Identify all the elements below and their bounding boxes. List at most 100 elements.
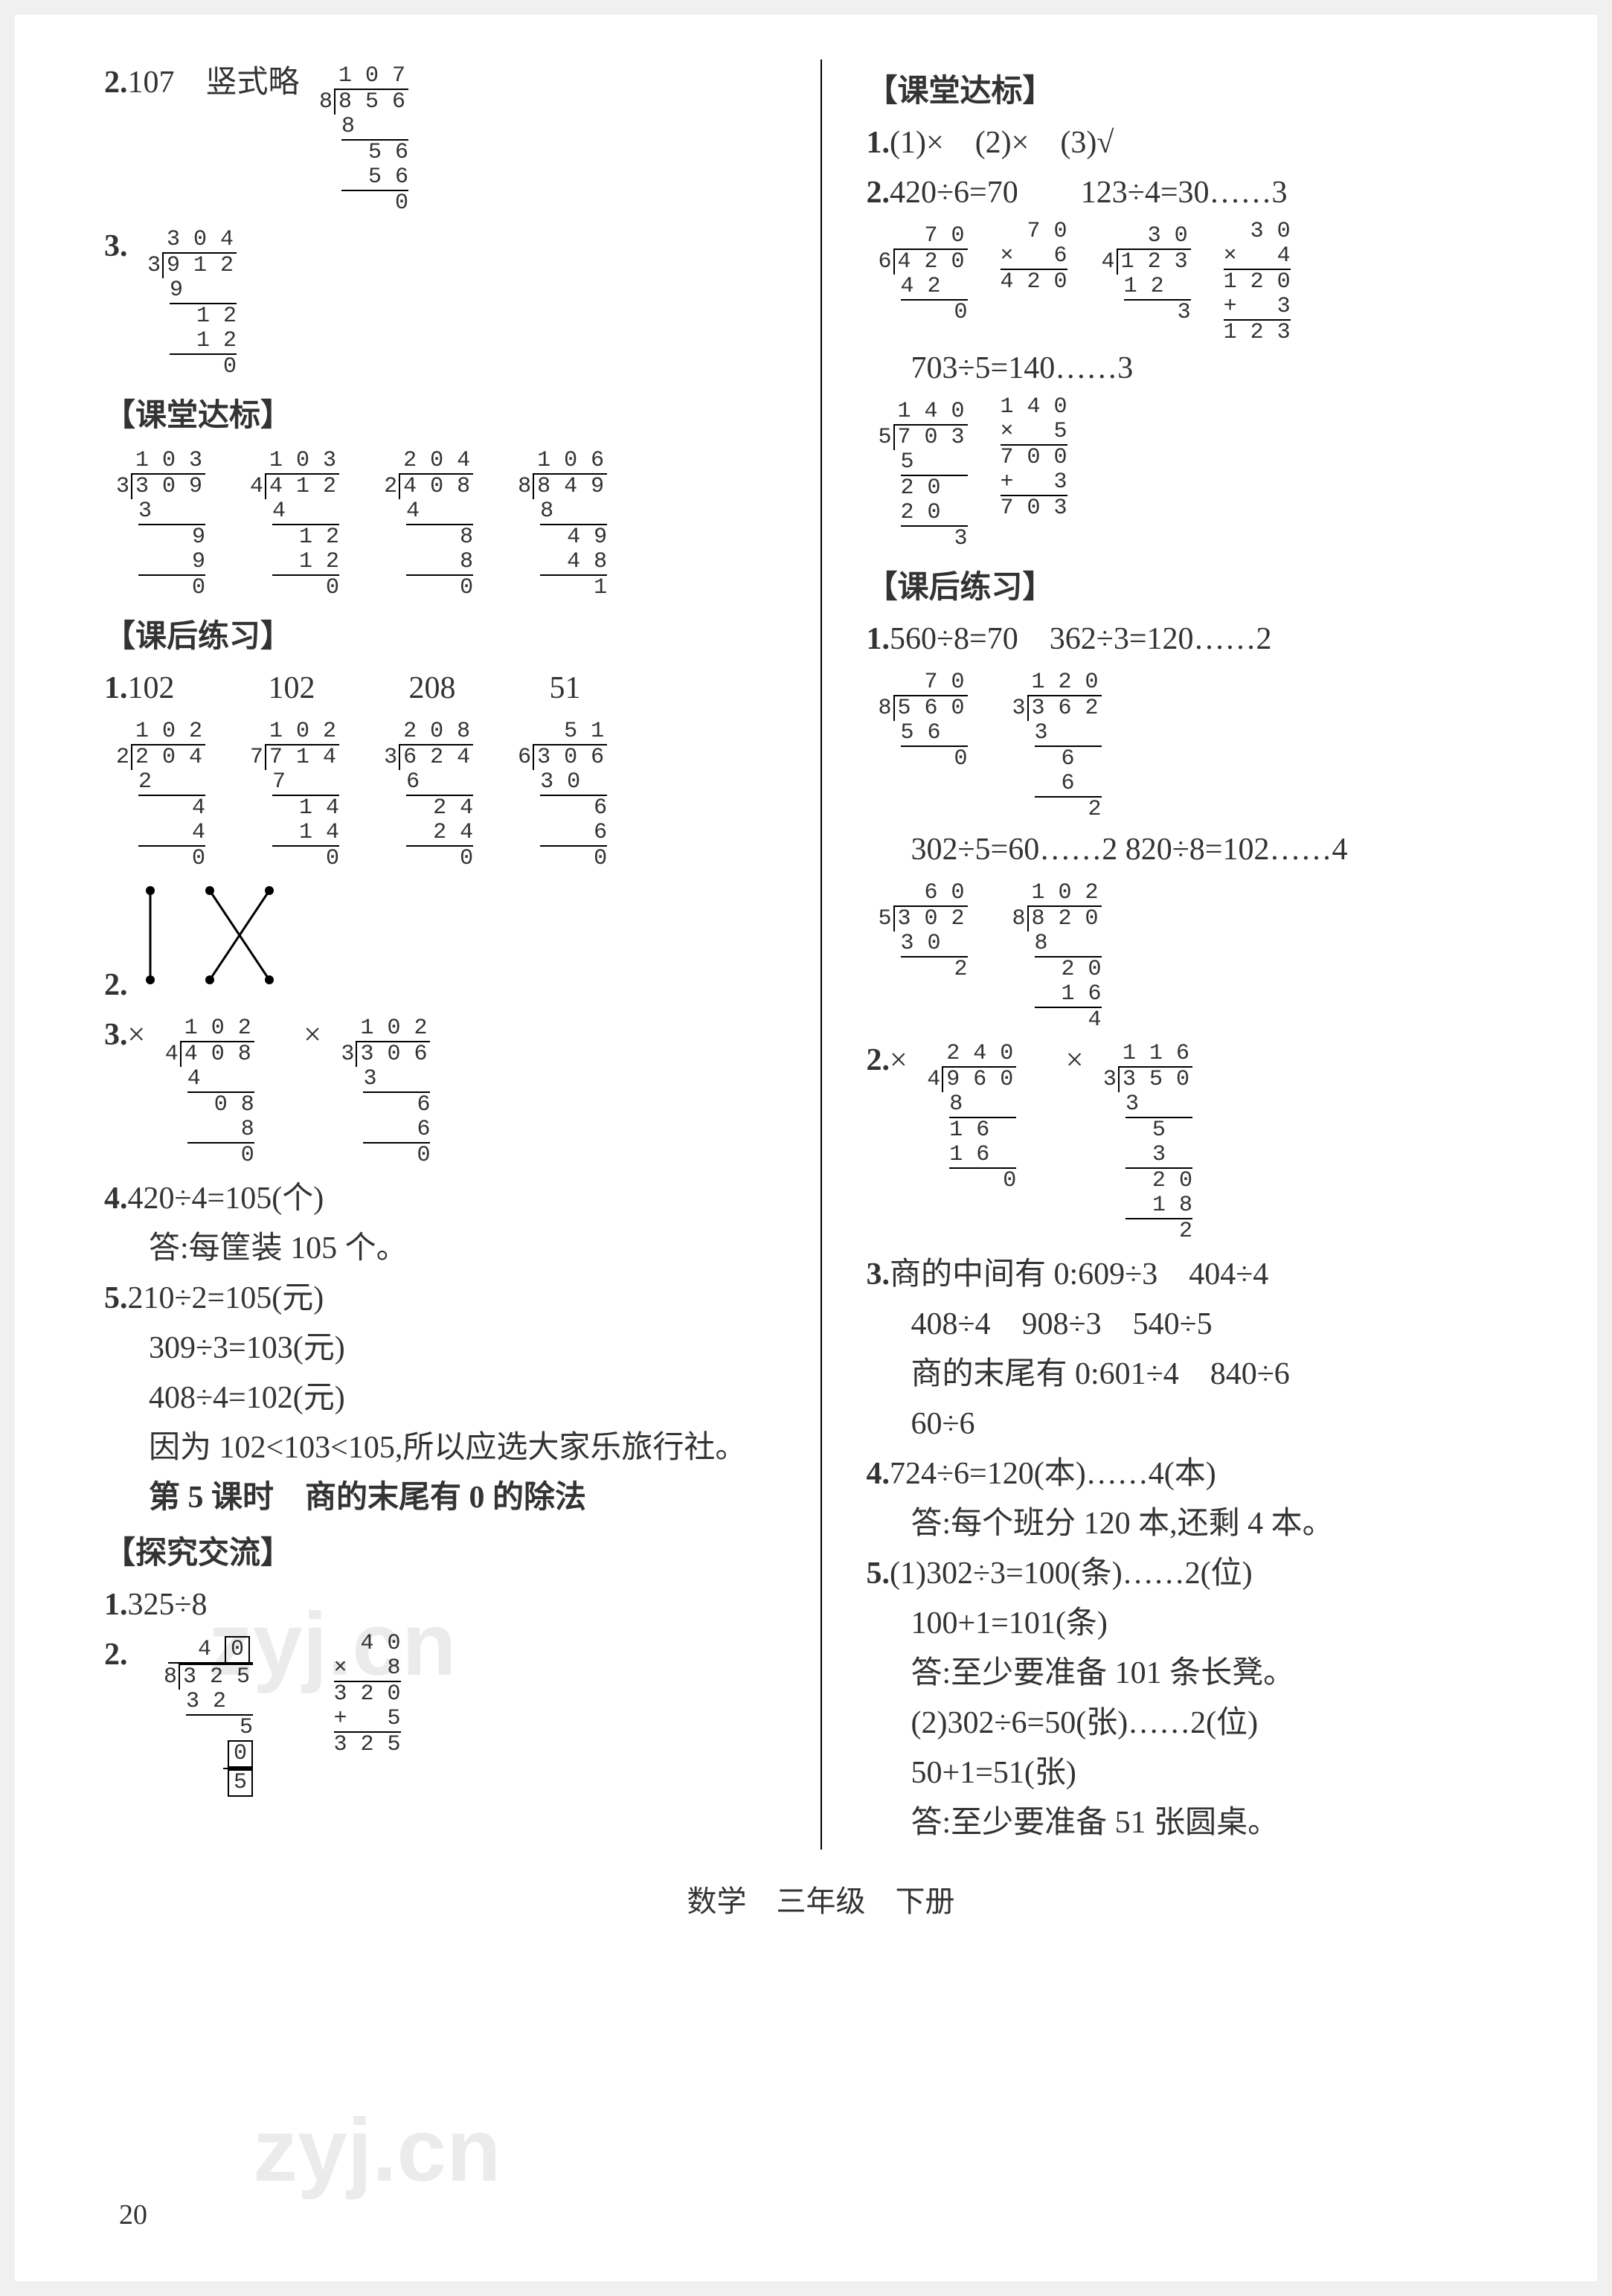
q2-ans: 107 bbox=[128, 65, 175, 100]
r-kh-q5: 5.(1)302÷3=100(条)……2(位) bbox=[867, 1551, 1538, 1597]
r-kh-q5-p2a: (2)302÷6=50(张)……2(位) bbox=[867, 1700, 1538, 1747]
r-kh-q1b-ld0: 6 053 0 2 3 0 2 bbox=[874, 881, 971, 982]
r-kh-q1-ld1: 1 2 033 6 2 3 6 6 2 bbox=[1008, 670, 1105, 822]
r-kt-q2b: 703÷5=140……3 bbox=[867, 345, 1538, 392]
r-section-ketang: 【课堂达标】 bbox=[867, 68, 1538, 115]
r-kh-q1-e1: 560÷8=70 bbox=[890, 622, 1018, 656]
kh-q5-num: 5. bbox=[104, 1281, 128, 1315]
kh-q1-a3: 208 bbox=[409, 671, 456, 705]
watermark: zyj.cn bbox=[253, 2083, 501, 2217]
tj-q1-num: 1. bbox=[104, 1588, 128, 1622]
r-kt-q1-p1: (1)× bbox=[890, 126, 944, 160]
kh-q5-l2: 309÷3=103(元) bbox=[104, 1325, 776, 1372]
kh-q4-line: 4.420÷4=105(个) bbox=[104, 1176, 776, 1222]
r-kh-q3-l3: 商的末尾有 0:601÷4 840÷6 bbox=[867, 1351, 1538, 1398]
lesson5-title: 第 5 课时 商的末尾有 0 的除法 bbox=[104, 1475, 776, 1521]
tj-q2: 2. 4 083 2 5 3 2 5 0 5 4 0× 83 2 0+ 53 2… bbox=[104, 1632, 776, 1801]
section-kehou: 【课后练习】 bbox=[104, 614, 776, 661]
q2-num: 2. bbox=[104, 65, 128, 100]
r-kt-q2-mult1: 3 0× 41 2 0+ 31 2 3 bbox=[1224, 219, 1291, 345]
r-kh-q5-p2b: 50+1=51(张) bbox=[867, 1750, 1538, 1797]
kh-q1-ld: 1 0 222 0 4 2 4 4 0 bbox=[112, 719, 208, 871]
r-kh-q2-num: 2. bbox=[867, 1043, 890, 1077]
kh-q4-expr: 420÷4=105(个) bbox=[128, 1181, 324, 1216]
r-kh-q4: 4.724÷6=120(本)……4(本) bbox=[867, 1451, 1538, 1498]
kh-q1-ld: 1 0 277 1 4 7 1 4 1 4 0 bbox=[245, 719, 342, 871]
tj-q1-expr: 325÷8 bbox=[128, 1588, 208, 1622]
kh-q5-line1: 5.210÷2=105(元) bbox=[104, 1275, 776, 1322]
q2-line: 2.107 竖式略 1 0 788 5 6 8 5 6 5 6 0 bbox=[104, 60, 776, 220]
ketang-ld: 2 0 424 0 8 4 8 8 0 bbox=[379, 449, 476, 600]
page-footer: 数学 三年级 下册 bbox=[104, 1879, 1538, 1924]
r-kh-q4-num: 4. bbox=[867, 1457, 890, 1491]
kh-q3-ld1: 1 0 244 0 8 4 0 8 8 0 bbox=[161, 1016, 257, 1168]
left-column: 2.107 竖式略 1 0 788 5 6 8 5 6 5 6 0 3. 3 0… bbox=[104, 60, 776, 1850]
r-kh-q1-num: 1. bbox=[867, 622, 890, 656]
r-kt-q2b-mult: 1 4 0× 57 0 0+ 37 0 3 bbox=[1001, 395, 1067, 521]
r-kh-q5-p1b: 100+1=101(条) bbox=[867, 1600, 1538, 1647]
r-kt-q2b-row: 1 4 057 0 3 5 2 0 2 0 3 1 4 0× 57 0 0+ 3… bbox=[867, 395, 1538, 556]
ketang-row: 1 0 333 0 9 3 9 9 0 1 0 344 1 2 4 1 2 1 2… bbox=[104, 444, 776, 605]
r-section-kehou: 【课后练习】 bbox=[867, 565, 1538, 612]
r-kt-q1-p2: (2)× bbox=[975, 126, 1030, 160]
q3-longdiv: 3 0 439 1 2 9 1 2 1 2 0 bbox=[143, 228, 240, 379]
r-kt-q2-row: 7 064 2 0 4 2 0 7 0× 64 2 0 3 041 2 3 1 … bbox=[867, 219, 1538, 345]
q2-note: 竖式略 bbox=[206, 65, 300, 100]
r-kt-q2-ld0: 7 064 2 0 4 2 0 bbox=[874, 224, 971, 325]
r-kh-q1b: 302÷5=60……2 820÷8=102……4 bbox=[867, 827, 1538, 873]
kh-q1-a1: 102 bbox=[128, 671, 175, 705]
r-kh-q4-expr: 724÷6=120(本)……4(本) bbox=[890, 1457, 1216, 1491]
kh-q3-mark1: × bbox=[128, 1018, 146, 1052]
kh-q1-num: 1. bbox=[104, 671, 128, 705]
r-kh-q2-ld0: 2 4 049 6 0 8 1 6 1 6 0 bbox=[922, 1042, 1019, 1193]
r-kh-q2: 2.× 2 4 049 6 0 8 1 6 1 6 0 × 1 1 633 5 … bbox=[867, 1037, 1538, 1248]
kh-q3-mark2: × bbox=[304, 1018, 321, 1052]
r-kh-q4-ans: 答:每个班分 120 本,还剩 4 本。 bbox=[867, 1501, 1538, 1548]
r-kh-q5-p1a: (1)302÷3=100(条)……2(位) bbox=[890, 1556, 1253, 1591]
r-kt-q2b-ld: 1 4 057 0 3 5 2 0 2 0 3 bbox=[874, 400, 971, 551]
r-kh-q1-ld0: 7 085 6 0 5 6 0 bbox=[874, 670, 971, 772]
r-kh-q1b-e1: 302÷5=60……2 bbox=[911, 833, 1118, 867]
section-tanjiu: 【探究交流】 bbox=[104, 1530, 776, 1577]
r-kh-q5-num: 5. bbox=[867, 1556, 890, 1591]
q3-line: 3. 3 0 439 1 2 9 1 2 1 2 0 bbox=[104, 223, 776, 384]
r-kt-q2: 2.420÷6=70 123÷4=30……3 bbox=[867, 170, 1538, 217]
section-ketang: 【课堂达标】 bbox=[104, 393, 776, 440]
ketang-ld: 1 0 333 0 9 3 9 9 0 bbox=[112, 449, 208, 600]
page-number: 20 bbox=[119, 2194, 147, 2236]
r-kt-q1-p3: (3)√ bbox=[1060, 126, 1114, 160]
r-kh-q3-l2: 408÷4 908÷3 540÷5 bbox=[867, 1301, 1538, 1348]
tj-q2-num: 2. bbox=[104, 1638, 128, 1672]
r-kt-q2-e1: 420÷6=70 bbox=[890, 176, 1018, 210]
r-kh-q2-m2: × bbox=[1066, 1043, 1084, 1077]
matching-cross-icon bbox=[135, 876, 284, 995]
kh-q1-lds: 1 0 222 0 4 2 4 4 0 1 0 277 1 4 7 1 4 1 4… bbox=[104, 715, 776, 876]
r-kt-q2-num: 2. bbox=[867, 176, 890, 210]
tj-q1: 1.325÷8 bbox=[104, 1582, 776, 1629]
r-kh-q1b-ld1: 1 0 288 2 0 8 2 0 1 6 4 bbox=[1008, 881, 1105, 1033]
r-kh-q3-l1: 商的中间有 0:609÷3 404÷4 bbox=[890, 1257, 1268, 1292]
column-divider bbox=[821, 60, 822, 1850]
kh-q1-a4: 51 bbox=[550, 671, 581, 705]
r-kt-q1: 1.(1)× (2)× (3)√ bbox=[867, 120, 1538, 167]
kh-q1-ld: 5 163 0 6 3 0 6 6 0 bbox=[513, 719, 610, 871]
page: zyj.cn zyj.cn 2.107 竖式略 1 0 788 5 6 8 5 … bbox=[15, 15, 1597, 2281]
ketang-ld: 1 0 688 4 9 8 4 9 4 8 1 bbox=[513, 449, 610, 600]
r-kt-q1-num: 1. bbox=[867, 126, 890, 160]
kh-q3-num: 3. bbox=[104, 1018, 128, 1052]
r-kt-q2-ld1: 3 041 2 3 1 2 3 bbox=[1097, 224, 1194, 325]
tj-q2-mult: 4 0× 83 2 0+ 53 2 5 bbox=[334, 1632, 401, 1757]
q2-longdiv: 1 0 788 5 6 8 5 6 5 6 0 bbox=[315, 64, 411, 216]
kh-q1-ld: 2 0 836 2 4 6 2 4 2 4 0 bbox=[379, 719, 476, 871]
two-column-layout: 2.107 竖式略 1 0 788 5 6 8 5 6 5 6 0 3. 3 0… bbox=[104, 60, 1538, 1850]
ketang-ld: 1 0 344 1 2 4 1 2 1 2 0 bbox=[245, 449, 342, 600]
kh-q1-a2: 102 bbox=[269, 671, 315, 705]
q3-num: 3. bbox=[104, 229, 128, 263]
r-kt-q2-mult0: 7 0× 64 2 0 bbox=[1001, 219, 1067, 295]
kh-q2-num: 2. bbox=[104, 968, 128, 1002]
r-kh-q1b-e2: 820÷8=102……4 bbox=[1125, 833, 1348, 867]
r-kh-q5-p2c: 答:至少要准备 51 张圆桌。 bbox=[867, 1800, 1538, 1847]
kh-q4-ans: 答:每筐装 105 个。 bbox=[104, 1225, 776, 1272]
kh-q1-line: 1.102 102 208 51 bbox=[104, 665, 776, 712]
r-kt-q2-e2: 123÷4=30……3 bbox=[1081, 176, 1288, 210]
